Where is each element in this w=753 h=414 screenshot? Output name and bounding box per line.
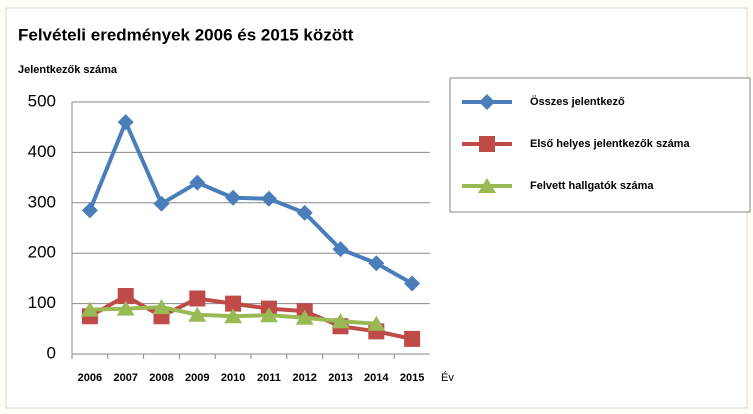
series-line (88, 120, 414, 286)
y-tick-label: 400 (28, 142, 56, 161)
legend-label: Első helyes jelentkezők száma (530, 138, 690, 150)
x-tick-label: 2014 (364, 372, 389, 384)
data-point (117, 114, 134, 131)
x-tick-label: 2010 (221, 372, 245, 384)
y-tick-label: 300 (28, 192, 56, 211)
chart-title: Felvételi eredmények 2006 és 2015 között (18, 25, 354, 44)
data-point (296, 204, 313, 221)
data-point (225, 189, 242, 206)
y-axis-label: Jelentkezők száma (18, 64, 118, 76)
x-tick-label: 2012 (292, 372, 316, 384)
data-point (189, 290, 206, 307)
data-point (188, 306, 207, 322)
legend-label: Összes jelentkező (530, 95, 625, 108)
y-tick-label: 500 (28, 91, 56, 110)
x-axis-label: Év (441, 371, 454, 384)
data-point (152, 299, 171, 315)
y-tick-label: 0 (47, 343, 56, 362)
data-point (331, 313, 350, 329)
data-point (80, 301, 99, 317)
x-tick-label: 2011 (257, 372, 281, 384)
legend-marker (479, 136, 495, 152)
data-point (153, 195, 170, 212)
data-point (332, 241, 349, 258)
data-point (116, 300, 135, 316)
data-point (117, 288, 134, 305)
x-tick-label: 2008 (149, 372, 173, 384)
data-point (189, 174, 206, 191)
data-point (224, 308, 243, 324)
data-point (295, 309, 314, 325)
data-point (404, 330, 421, 347)
legend-marker (479, 94, 495, 110)
data-point (259, 307, 278, 323)
y-tick-label: 100 (28, 293, 56, 312)
legend-label: Felvett hallgatók száma (530, 180, 654, 192)
data-point (225, 295, 242, 312)
x-tick-label: 2015 (400, 372, 424, 384)
y-tick-label: 200 (28, 243, 56, 262)
x-tick-label: 2007 (113, 372, 137, 384)
x-tick-label: 2013 (328, 372, 352, 384)
data-point (81, 202, 98, 219)
data-point (368, 255, 385, 272)
data-point (260, 190, 277, 207)
data-point (367, 315, 386, 331)
data-point (404, 275, 421, 292)
x-tick-label: 2009 (185, 372, 209, 384)
legend-marker (478, 178, 496, 193)
x-tick-label: 2006 (78, 372, 102, 384)
